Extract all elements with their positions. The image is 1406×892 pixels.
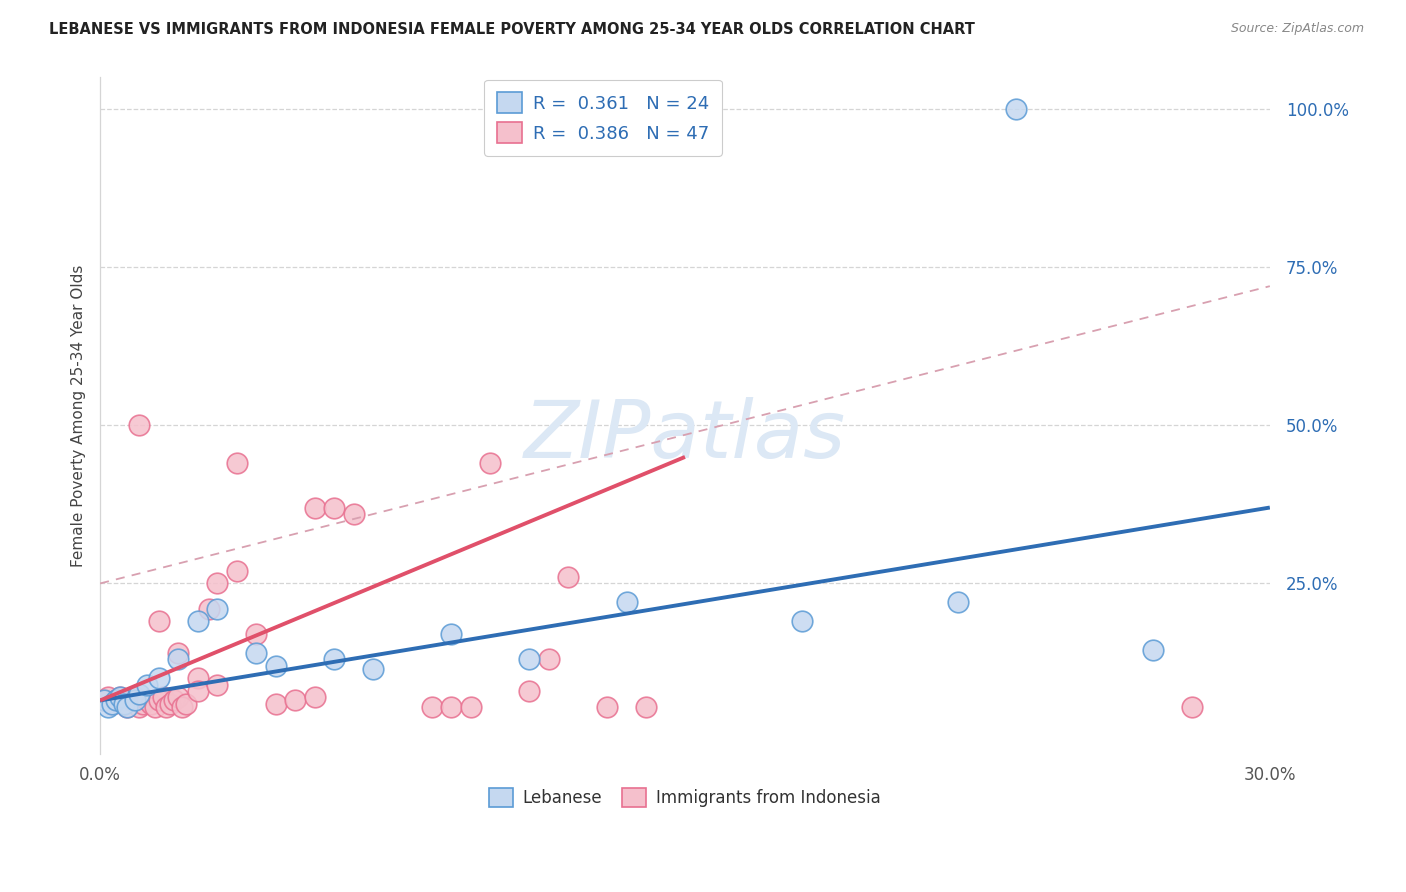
Point: [170, 699, 193, 714]
Point: [323, 500, 346, 515]
Point: [1181, 699, 1204, 714]
Point: [460, 699, 482, 714]
Point: [479, 456, 502, 470]
Point: [1142, 643, 1164, 657]
Point: [174, 697, 197, 711]
Point: [143, 699, 166, 714]
Point: [128, 418, 150, 433]
Point: [120, 693, 142, 707]
Point: [97, 699, 120, 714]
Legend: Lebanese, Immigrants from Indonesia: Lebanese, Immigrants from Indonesia: [482, 781, 887, 814]
Point: [205, 601, 228, 615]
Point: [117, 699, 139, 714]
Point: [342, 507, 364, 521]
Point: [167, 690, 190, 705]
Point: [946, 595, 969, 609]
Point: [148, 671, 170, 685]
Point: [167, 646, 190, 660]
Point: [634, 699, 657, 714]
Point: [97, 690, 120, 705]
Point: [93, 693, 115, 707]
Point: [187, 671, 209, 685]
Point: [245, 646, 267, 660]
Point: [108, 690, 131, 705]
Text: ZIPatlas: ZIPatlas: [524, 397, 846, 475]
Point: [124, 690, 146, 705]
Point: [152, 690, 174, 705]
Point: [537, 652, 560, 666]
Point: [225, 456, 247, 470]
Text: Source: ZipAtlas.com: Source: ZipAtlas.com: [1230, 22, 1364, 36]
Point: [264, 697, 287, 711]
Point: [112, 697, 135, 711]
Point: [440, 699, 463, 714]
Point: [167, 652, 190, 666]
Point: [557, 570, 579, 584]
Point: [361, 662, 384, 676]
Point: [159, 697, 181, 711]
Point: [108, 690, 131, 705]
Point: [517, 684, 540, 698]
Point: [148, 693, 170, 707]
Point: [101, 697, 124, 711]
Point: [93, 693, 115, 707]
Point: [128, 687, 150, 701]
Point: [163, 693, 186, 707]
Text: LEBANESE VS IMMIGRANTS FROM INDONESIA FEMALE POVERTY AMONG 25-34 YEAR OLDS CORRE: LEBANESE VS IMMIGRANTS FROM INDONESIA FE…: [49, 22, 976, 37]
Point: [139, 697, 162, 711]
Point: [440, 627, 463, 641]
Point: [304, 690, 326, 705]
Point: [112, 697, 135, 711]
Point: [420, 699, 443, 714]
Point: [132, 697, 155, 711]
Point: [101, 697, 124, 711]
Y-axis label: Female Poverty Among 25-34 Year Olds: Female Poverty Among 25-34 Year Olds: [72, 265, 86, 567]
Point: [304, 500, 326, 515]
Point: [205, 576, 228, 591]
Point: [198, 601, 221, 615]
Point: [264, 658, 287, 673]
Point: [148, 615, 170, 629]
Point: [104, 693, 127, 707]
Point: [205, 678, 228, 692]
Point: [104, 693, 127, 707]
Point: [117, 699, 139, 714]
Point: [596, 699, 619, 714]
Point: [187, 684, 209, 698]
Point: [616, 595, 638, 609]
Point: [517, 652, 540, 666]
Point: [187, 615, 209, 629]
Point: [124, 693, 146, 707]
Point: [1005, 102, 1028, 116]
Point: [245, 627, 267, 641]
Point: [790, 615, 813, 629]
Point: [128, 699, 150, 714]
Point: [155, 699, 177, 714]
Point: [284, 693, 307, 707]
Point: [225, 564, 247, 578]
Point: [323, 652, 346, 666]
Point: [135, 693, 157, 707]
Point: [135, 678, 157, 692]
